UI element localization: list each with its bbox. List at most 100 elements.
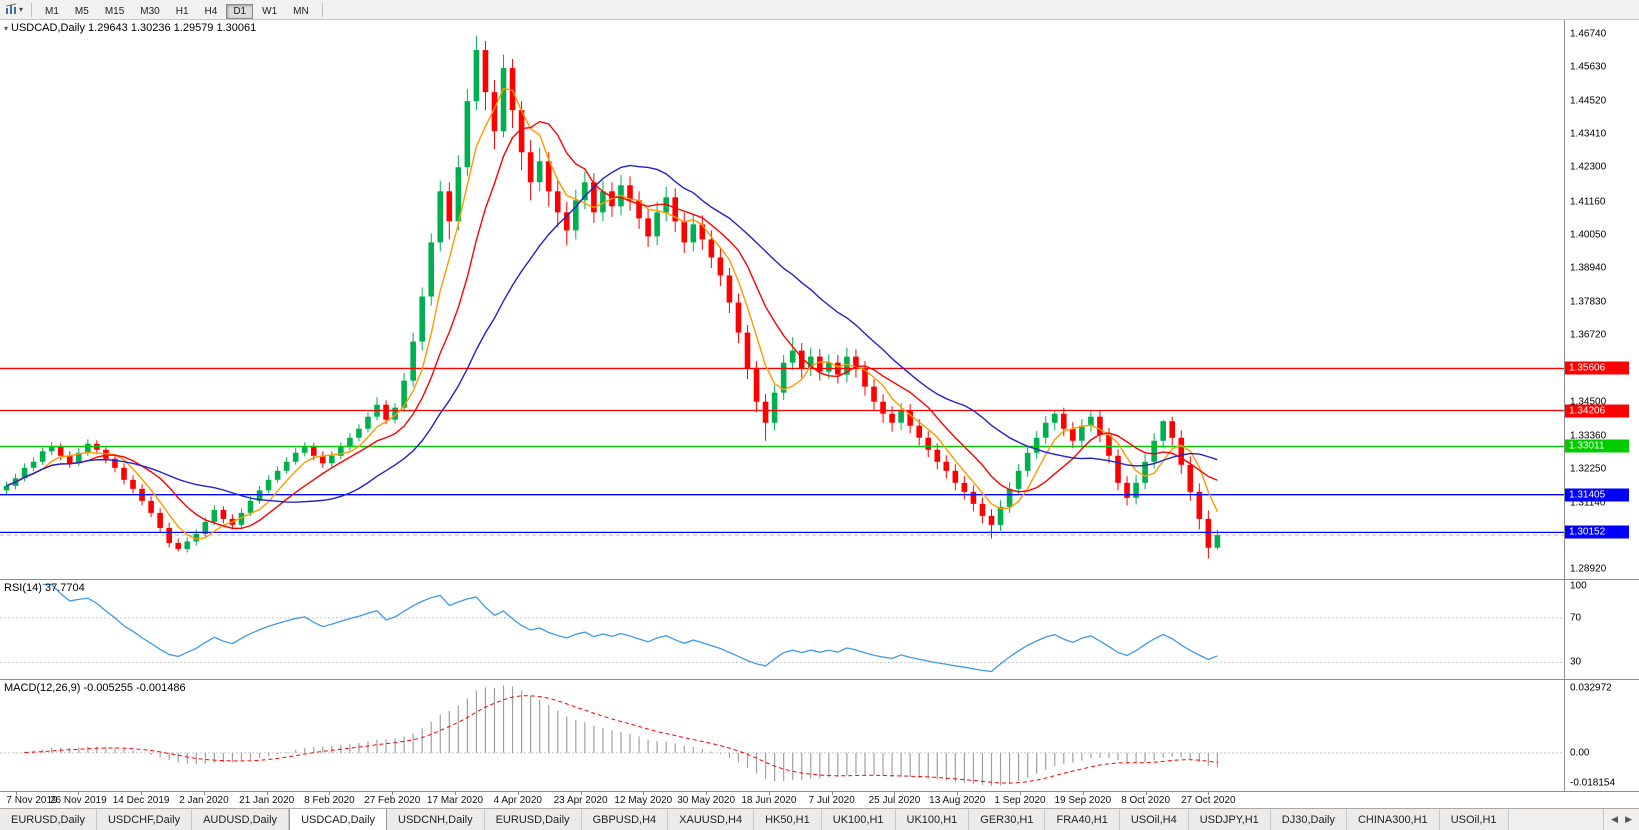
- ma-fast-line: [6, 87, 1219, 540]
- price-axis[interactable]: 1.46740 1.45630 1.44520 1.43410 1.42300 1.411…: [1564, 20, 1639, 579]
- candle: [410, 332, 416, 387]
- timeframe-button-m1[interactable]: M1: [45, 5, 59, 17]
- candle: [1015, 464, 1022, 495]
- candle: [600, 180, 606, 222]
- candle: [66, 451, 73, 468]
- chart-tab[interactable]: USDCAD,Daily: [289, 809, 388, 830]
- chart-collapse-icon[interactable]: ▾: [4, 24, 9, 33]
- date-axis-tick: [329, 792, 331, 795]
- rsi-axis: 100 70 30: [1564, 580, 1639, 679]
- chart-region: 1.46740 1.45630 1.44520 1.43410 1.42300 1.411…: [0, 20, 1639, 808]
- date-axis-tick: [831, 792, 833, 795]
- candle: [491, 80, 498, 150]
- candle: [374, 397, 380, 421]
- chart-tab[interactable]: USDJPY,H1: [1188, 809, 1271, 830]
- macd-axis-label: -0.018154: [1570, 777, 1616, 789]
- candle: [500, 54, 507, 138]
- candle: [862, 361, 868, 396]
- date-axis[interactable]: 7 Nov 2019 26 Nov 2019 14 Dec 2019 2 Jan 20…: [0, 792, 1639, 808]
- macd-label: MACD(12,26,9) -0.005255 -0.001486: [4, 682, 186, 694]
- candle: [789, 337, 796, 371]
- candle: [292, 448, 299, 465]
- chart-type-icon[interactable]: [3, 2, 19, 18]
- candle: [220, 506, 227, 524]
- date-axis-tick: [706, 792, 708, 795]
- candle: [21, 463, 28, 482]
- candle: [1178, 430, 1185, 474]
- candle: [247, 496, 254, 516]
- candle: [283, 457, 290, 474]
- tabs-scroll-left-button[interactable]: ◀: [1611, 814, 1619, 824]
- date-axis-label: 27 Oct 2020: [1181, 795, 1236, 806]
- chart-tab[interactable]: GER30,H1: [969, 809, 1046, 830]
- candle: [184, 536, 191, 553]
- chart-tab[interactable]: EURUSD,Daily: [0, 809, 97, 830]
- candle: [979, 497, 986, 524]
- rsi-axis-label: 100: [1570, 580, 1587, 592]
- candle: [112, 454, 118, 473]
- candle: [130, 475, 136, 494]
- candle: [816, 349, 823, 381]
- candle: [175, 538, 182, 552]
- timeframe-button-m30[interactable]: M30: [140, 5, 160, 17]
- tabs-scroll-right-button[interactable]: ▶: [1625, 814, 1632, 824]
- candle: [627, 176, 633, 211]
- candle: [30, 457, 37, 472]
- candle: [1151, 433, 1157, 469]
- chart-tab[interactable]: USDCNH,Daily: [387, 809, 485, 830]
- timeframe-button-m5[interactable]: M5: [74, 5, 89, 17]
- candle: [952, 464, 959, 491]
- timeframe-button-h4[interactable]: H4: [204, 5, 218, 17]
- rsi-plot[interactable]: [0, 580, 1564, 679]
- price-chart-plot[interactable]: [0, 20, 1564, 579]
- chart-tab[interactable]: UK100,H1: [895, 809, 970, 830]
- date-axis-tick: [1208, 792, 1210, 795]
- candle: [1088, 411, 1094, 432]
- chart-type-dropdown-icon[interactable]: ▾: [19, 5, 24, 14]
- chart-tab[interactable]: CHINA300,H1: [1346, 809, 1440, 830]
- candle: [961, 476, 968, 500]
- chart-tab[interactable]: USDCHF,Daily: [96, 809, 193, 830]
- toolbar-separator: [31, 2, 33, 17]
- timeframe-button-w1[interactable]: W1: [262, 5, 278, 17]
- candle: [726, 267, 733, 314]
- date-axis-tick: [15, 792, 17, 795]
- candle: [94, 440, 100, 455]
- candle: [464, 89, 471, 177]
- date-axis-label: 8 Oct 2020: [1121, 795, 1171, 806]
- chart-tab[interactable]: XAUUSD,H4: [668, 809, 755, 830]
- candle: [419, 287, 425, 351]
- candle: [1169, 416, 1176, 446]
- rsi-svg: [0, 583, 1564, 673]
- timeframe-button-h1[interactable]: H1: [175, 5, 189, 17]
- candle: [591, 173, 597, 223]
- date-axis-label: 17 Mar 2020: [426, 795, 484, 806]
- chart-tab[interactable]: DJ30,Daily: [1270, 809, 1347, 830]
- candle: [826, 354, 832, 380]
- date-axis-tick: [957, 792, 959, 795]
- date-axis-tick: [203, 792, 205, 795]
- timeframe-button-mn[interactable]: MN: [293, 5, 309, 17]
- price-axis-label: 1.28920: [1570, 563, 1607, 575]
- ma-slow-line: [6, 164, 1218, 503]
- date-axis-label: 19 Sep 2020: [1054, 795, 1112, 806]
- price-axis-label: 1.44520: [1570, 95, 1607, 107]
- chart-tab[interactable]: FRA40,H1: [1045, 809, 1120, 830]
- chart-tab[interactable]: USOil,H1: [1439, 809, 1509, 830]
- macd-svg: [0, 685, 1564, 787]
- candle: [39, 447, 46, 465]
- candle: [988, 509, 995, 539]
- chart-tab[interactable]: HK50,H1: [754, 809, 822, 830]
- timeframe-button-m15[interactable]: M15: [104, 5, 125, 17]
- chart-tab[interactable]: GBPUSD,H4: [581, 809, 669, 830]
- chart-tab[interactable]: AUDUSD,Daily: [192, 809, 290, 830]
- chart-tab[interactable]: UK100,H1: [821, 809, 896, 830]
- ohlc-readout: USDCAD,Daily 1.29643 1.30236 1.29579 1.3…: [11, 22, 257, 34]
- tabs-scroll-controls: ◀ ▶: [1603, 809, 1639, 830]
- macd-plot[interactable]: [0, 680, 1564, 791]
- timeframe-button-d1[interactable]: D1: [226, 3, 254, 19]
- price-level-tag: 1.35606: [1565, 361, 1629, 375]
- chart-tab[interactable]: EURUSD,Daily: [484, 809, 582, 830]
- chart-tab[interactable]: USOil,H4: [1119, 809, 1189, 830]
- date-axis-tick: [455, 792, 456, 795]
